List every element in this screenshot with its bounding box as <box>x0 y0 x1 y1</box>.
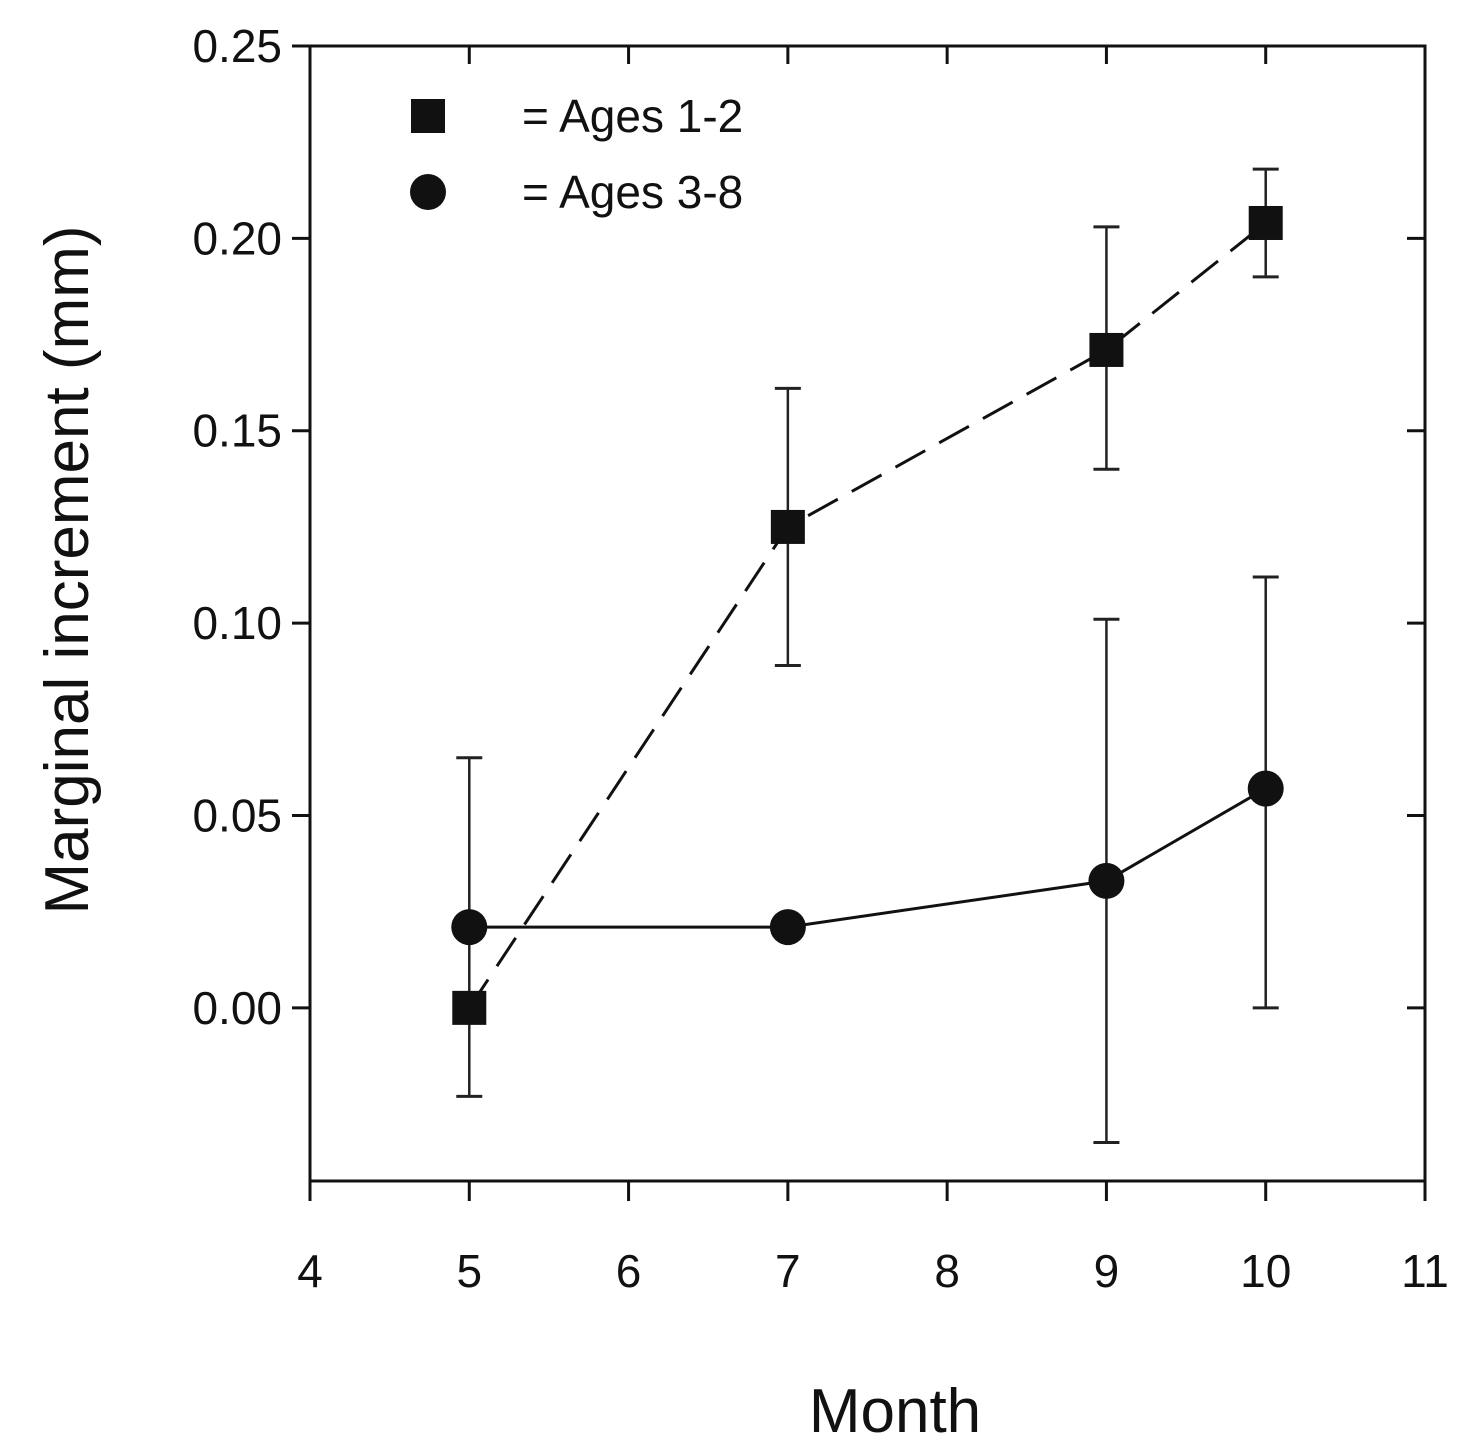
series-line <box>468 221 1267 1009</box>
x-tick-label: 6 <box>616 1245 642 1297</box>
x-axis-title: Month <box>809 1377 981 1441</box>
y-axis-title: Marginal increment (mm) <box>33 225 102 914</box>
series-circles <box>451 575 1284 1145</box>
x-tick-label: 10 <box>1240 1245 1291 1297</box>
data-point-square <box>770 509 805 544</box>
data-point-square <box>452 990 487 1025</box>
series-line <box>469 787 1267 929</box>
y-tick-label: 0.15 <box>192 405 282 457</box>
y-tick-label: 0.10 <box>192 597 282 649</box>
legend-label: = Ages 3-8 <box>522 166 743 218</box>
data-point-circle <box>451 909 488 946</box>
series-squares <box>452 167 1283 1098</box>
y-tick-label: 0.00 <box>192 982 282 1034</box>
x-tick-label: 11 <box>1401 1245 1449 1297</box>
data-point-square <box>1089 332 1124 367</box>
y-tick-label: 0.25 <box>192 20 282 72</box>
data-point-circle <box>1088 862 1125 899</box>
data-point-square <box>1248 205 1283 240</box>
series-layer <box>451 167 1284 1145</box>
x-tick-label: 7 <box>775 1245 801 1297</box>
x-tick-label: 4 <box>297 1245 323 1297</box>
legend: = Ages 1-2 = Ages 3-8 <box>410 90 743 218</box>
x-tick-label: 9 <box>1094 1245 1120 1297</box>
plot-frame <box>308 44 1427 1183</box>
legend-circle-marker <box>410 174 446 210</box>
x-tick-label: 8 <box>934 1245 960 1297</box>
y-axis-ticks: 0.00 0.05 0.10 0.15 0.20 0.25 <box>192 20 1425 1034</box>
legend-square-marker <box>411 99 445 133</box>
y-tick-label: 0.20 <box>192 212 282 264</box>
x-tick-label: 5 <box>456 1245 482 1297</box>
y-tick-label: 0.05 <box>192 789 282 841</box>
legend-label: = Ages 1-2 <box>522 90 743 142</box>
x-axis-ticks: 4 5 6 7 8 9 10 11 <box>297 46 1449 1297</box>
data-point-circle <box>1247 770 1284 807</box>
data-point-circle <box>769 909 806 946</box>
